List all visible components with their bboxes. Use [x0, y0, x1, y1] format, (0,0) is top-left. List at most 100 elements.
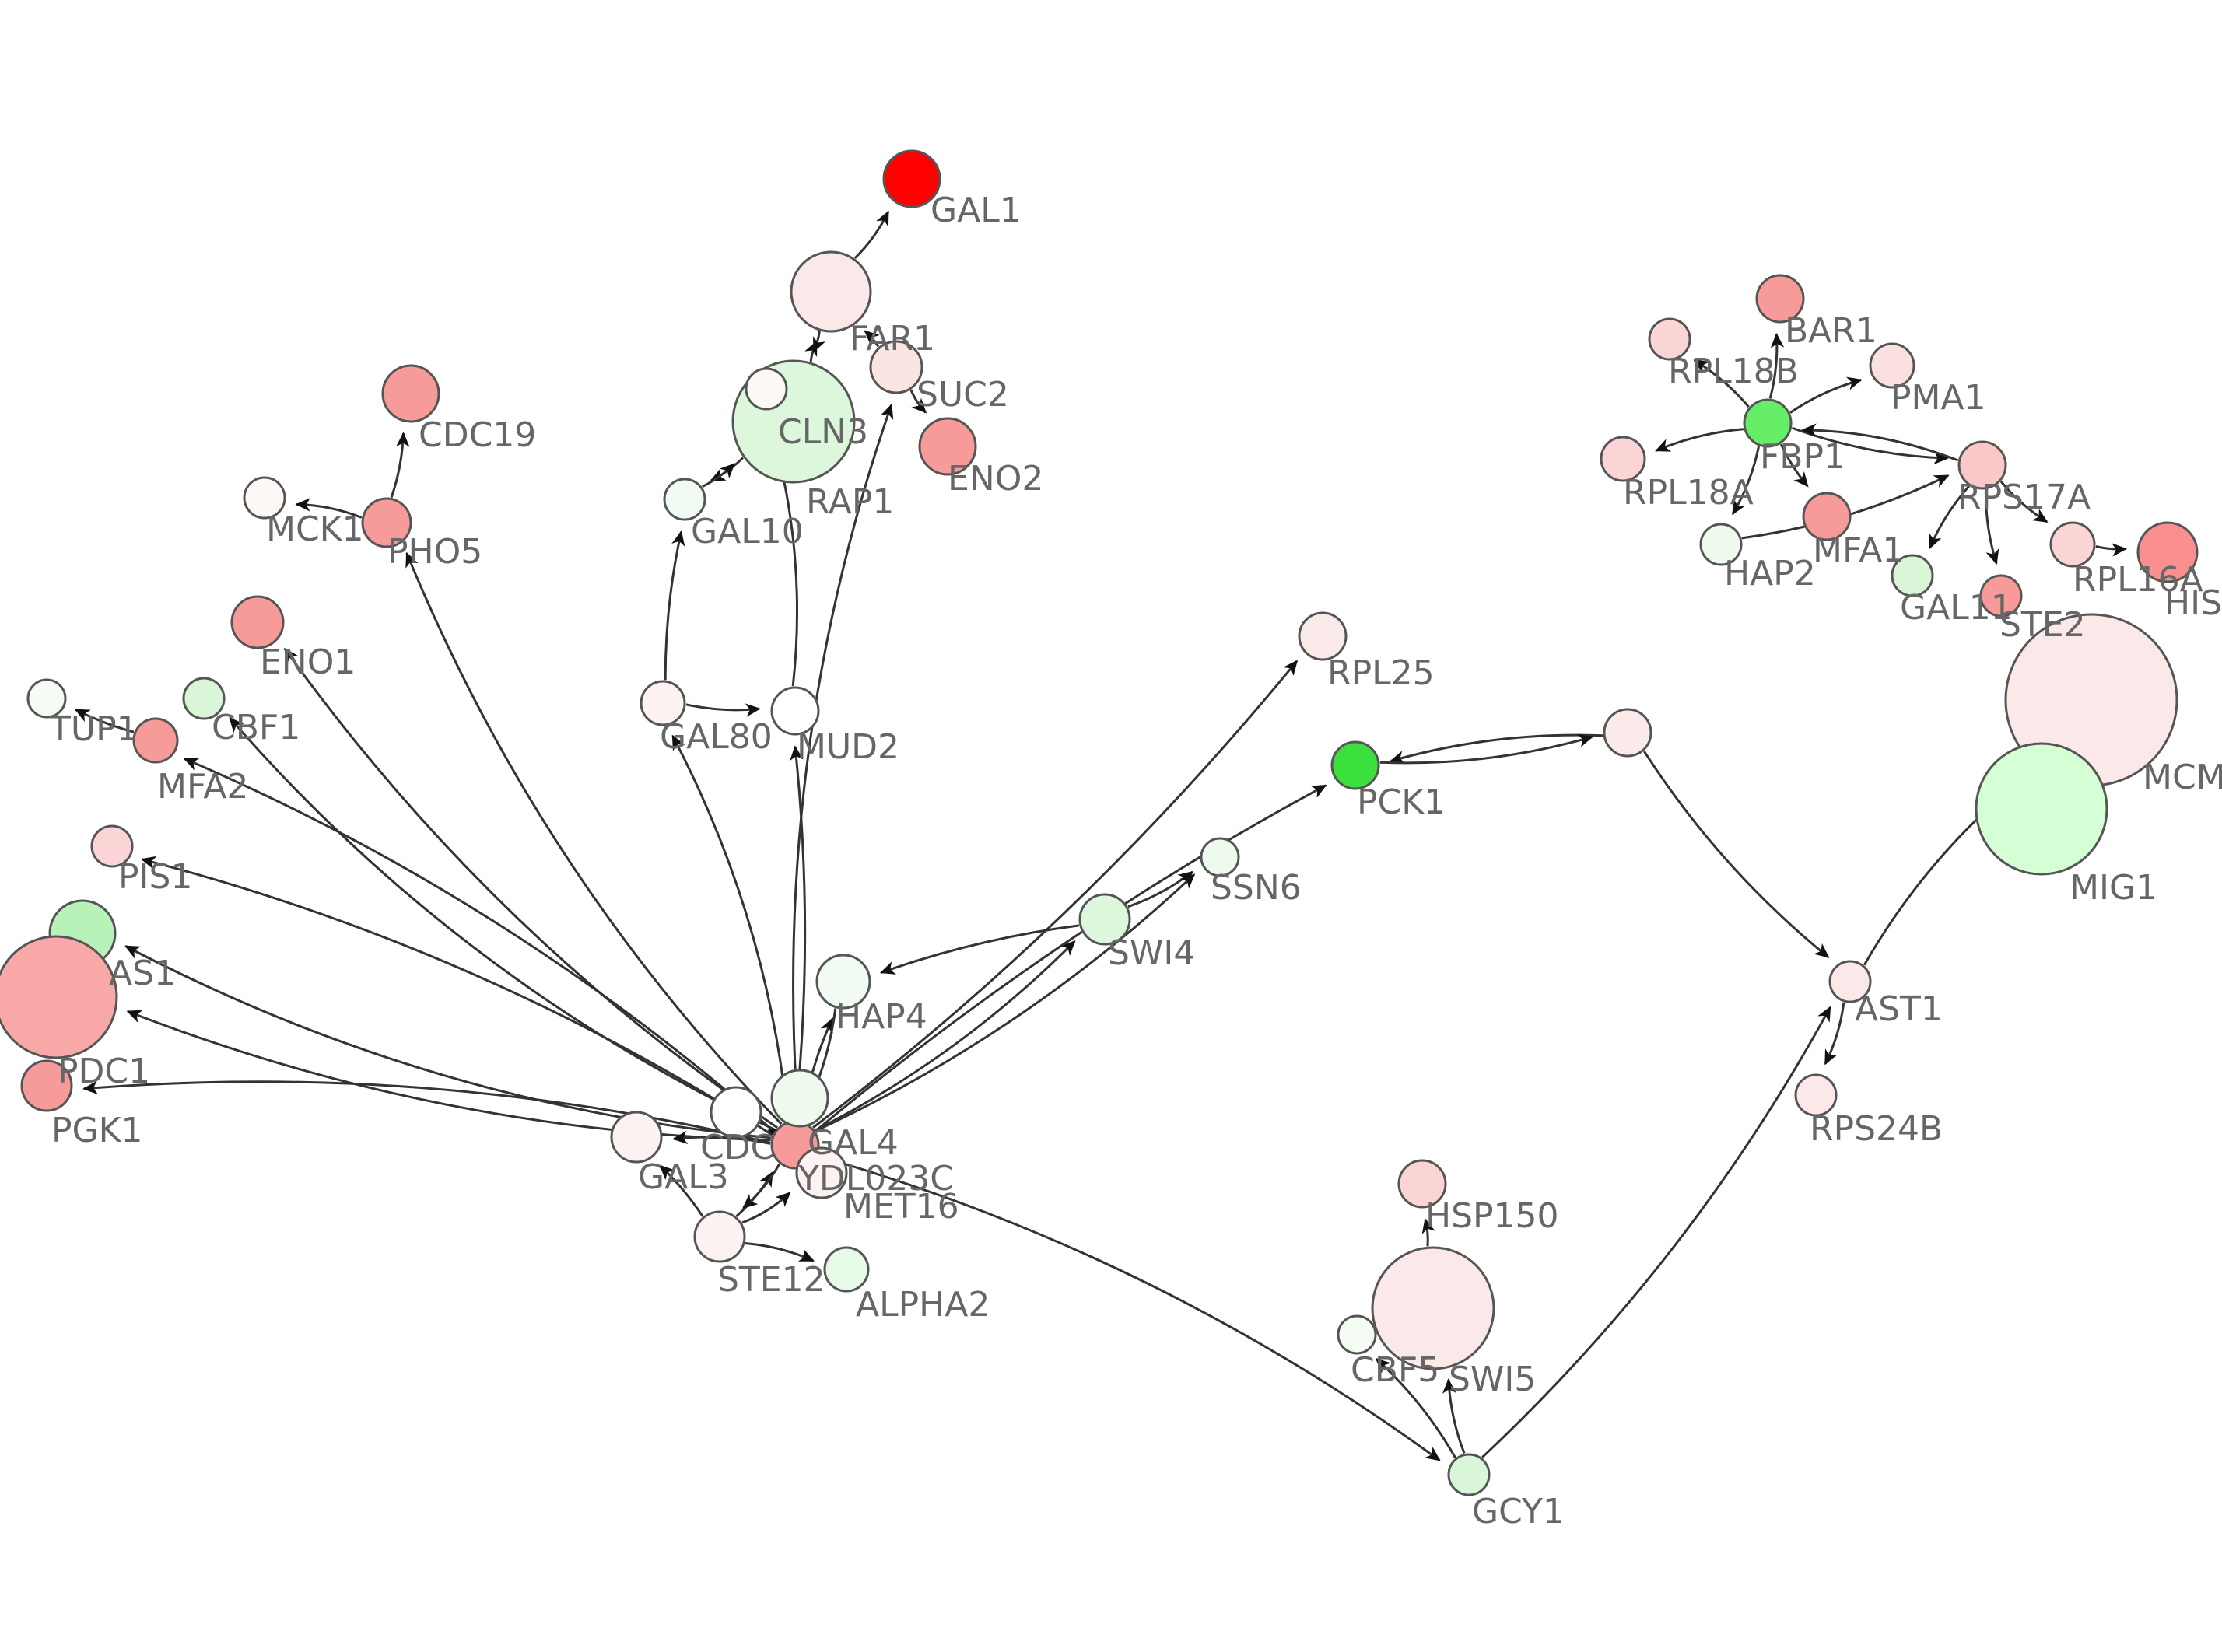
edge [183, 758, 775, 1133]
gene-node[interactable] [1330, 740, 1380, 790]
gene-node[interactable] [1603, 708, 1652, 758]
edge [1768, 333, 1785, 399]
gene-node[interactable] [770, 1069, 829, 1128]
edge [702, 463, 735, 488]
gene-node[interactable] [1802, 492, 1852, 541]
gene-node[interactable] [230, 595, 285, 649]
edge [295, 498, 363, 519]
gene-node[interactable] [1979, 574, 2023, 618]
gene-node[interactable] [640, 680, 686, 726]
gene-node[interactable] [823, 1246, 870, 1293]
edge [909, 389, 927, 414]
gene-node-label: RPL18A [1623, 473, 1754, 513]
gene-node[interactable] [1447, 1453, 1491, 1496]
gene-node[interactable] [710, 1086, 762, 1139]
gene-node[interactable] [1869, 342, 1915, 389]
gene-node[interactable] [745, 367, 788, 411]
edge [2095, 543, 2127, 557]
gene-node[interactable] [1891, 554, 1934, 597]
gene-node[interactable] [815, 954, 871, 1010]
edge [1643, 751, 1830, 958]
nodes-layer [0, 149, 2199, 1496]
gene-node-label: CDC [700, 1128, 774, 1167]
gene-node-label: MUD2 [797, 727, 899, 767]
gene-node[interactable] [361, 497, 412, 548]
gene-node[interactable] [882, 149, 941, 208]
edge [664, 530, 685, 681]
gene-node-label: CBF1 [212, 708, 300, 747]
gene-node[interactable] [90, 824, 134, 868]
gene-node-label: RPL16A [2073, 560, 2203, 600]
gene-node-label: MFA1 [1813, 530, 1904, 570]
gene-node-label: PCK1 [1357, 782, 1446, 822]
gene-node[interactable] [1078, 893, 1131, 946]
gene-node-label: FAR1 [850, 319, 935, 359]
edge [745, 1242, 815, 1262]
gene-node[interactable] [918, 417, 977, 476]
edge [742, 1163, 781, 1209]
gene-node-label: SWI5 [1449, 1360, 1536, 1399]
gene-node[interactable] [869, 340, 923, 394]
gene-node[interactable] [1200, 837, 1240, 877]
edge [864, 330, 880, 348]
gene-node[interactable] [0, 935, 118, 1059]
gene-node[interactable] [20, 1059, 73, 1112]
edge [812, 331, 826, 353]
gene-node[interactable] [1755, 274, 1805, 324]
edge [1390, 733, 1603, 765]
gene-node[interactable] [1371, 1246, 1495, 1370]
gene-node[interactable] [1975, 742, 2108, 876]
edge [812, 660, 1299, 1129]
gene-node-label: PMA1 [1891, 378, 1986, 418]
gene-node[interactable] [132, 717, 179, 764]
edge [390, 432, 410, 499]
gene-node[interactable] [790, 250, 872, 333]
edge [815, 940, 1076, 1132]
gene-node-label: MCM1 [2143, 758, 2222, 797]
gene-node[interactable] [1699, 523, 1743, 566]
edge [741, 1192, 791, 1224]
edge [1801, 423, 1959, 462]
gene-node[interactable] [770, 686, 820, 736]
edge [853, 210, 890, 259]
gene-node[interactable] [1600, 436, 1646, 482]
gene-node[interactable] [1397, 1159, 1447, 1209]
gene-node[interactable] [2049, 521, 2096, 568]
gene-node[interactable] [243, 476, 286, 520]
gene-node-label: GAL4 [808, 1123, 899, 1163]
gene-node[interactable] [663, 478, 706, 521]
gene-node[interactable] [1337, 1314, 1377, 1355]
gene-node-label: ALPHA2 [856, 1285, 990, 1325]
gene-node[interactable] [1828, 960, 1872, 1003]
gene-node[interactable] [693, 1210, 746, 1263]
gene-node-label: STE12 [717, 1260, 825, 1300]
gene-node-label: GAL3 [638, 1157, 729, 1197]
edge [229, 716, 776, 1132]
gene-node[interactable] [26, 678, 67, 719]
gene-node-label: PDC1 [58, 1052, 150, 1091]
gene-node[interactable] [182, 677, 226, 720]
gene-node-label: FBP1 [1760, 437, 1845, 477]
gene-node-label: GAL80 [660, 717, 773, 757]
gene-node[interactable] [610, 1111, 663, 1164]
gene-node-label: RAP1 [806, 482, 894, 522]
gene-node[interactable] [1648, 317, 1691, 361]
edge [1999, 481, 2049, 523]
gene-node[interactable] [795, 1146, 848, 1199]
gene-node-label: MIG1 [2070, 868, 2157, 908]
gene-node[interactable] [1743, 398, 1793, 448]
edge [124, 945, 772, 1139]
gene-node[interactable] [1794, 1073, 1838, 1117]
edge [817, 1154, 1441, 1461]
gene-node[interactable] [1298, 611, 1348, 661]
gene-node[interactable] [2136, 521, 2199, 583]
gene-node[interactable] [381, 364, 440, 423]
gene-node-label: PGK1 [51, 1111, 142, 1150]
edge [1481, 1006, 1831, 1458]
gene-node-label: AST1 [1855, 989, 1943, 1029]
edge [140, 856, 773, 1136]
edge [405, 551, 783, 1125]
gene-node[interactable] [1957, 440, 2007, 490]
